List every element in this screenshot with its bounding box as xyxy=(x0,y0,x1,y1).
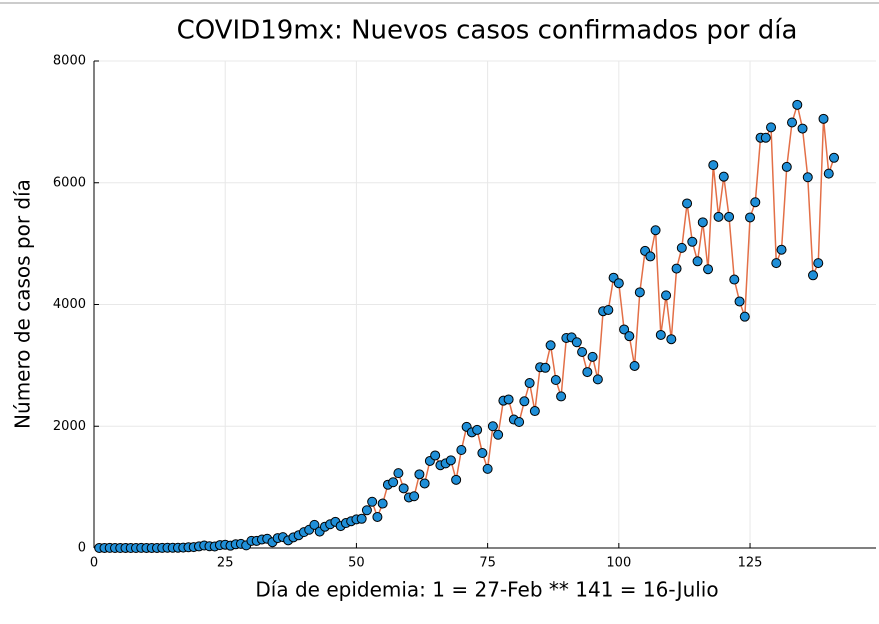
data-point xyxy=(503,394,514,405)
data-point xyxy=(739,311,750,322)
data-point xyxy=(430,450,441,461)
data-point xyxy=(661,290,672,301)
data-point xyxy=(671,263,682,274)
data-point xyxy=(582,367,593,378)
x-tick-label: 0 xyxy=(90,556,98,571)
data-point xyxy=(487,421,498,432)
data-point xyxy=(760,132,771,143)
data-point xyxy=(519,396,530,407)
x-tick-label: 125 xyxy=(738,556,763,571)
data-point xyxy=(750,197,761,208)
data-line xyxy=(99,101,835,549)
data-point xyxy=(587,351,598,362)
data-point xyxy=(797,123,808,134)
data-point xyxy=(592,374,603,385)
data-point xyxy=(703,264,714,275)
data-point xyxy=(829,152,840,163)
data-point xyxy=(692,256,703,267)
x-tick-label: 75 xyxy=(479,556,496,571)
data-point xyxy=(540,362,551,373)
data-point xyxy=(724,211,735,222)
x-axis-label: Día de epidemia: 1 = 27-Feb ** 141 = 16-… xyxy=(255,578,718,602)
data-point xyxy=(414,469,425,480)
data-point xyxy=(545,340,556,351)
y-tick-label: 6000 xyxy=(53,175,86,190)
data-point xyxy=(409,491,420,502)
data-point xyxy=(398,483,409,494)
data-point xyxy=(393,468,404,479)
data-point xyxy=(745,212,756,223)
x-tick-label: 50 xyxy=(348,556,365,571)
data-point xyxy=(356,513,367,524)
data-point xyxy=(655,329,666,340)
data-point xyxy=(666,334,677,345)
data-point xyxy=(813,258,824,269)
data-point xyxy=(388,477,399,488)
data-point xyxy=(823,168,834,179)
y-axis-label: Número de casos por día xyxy=(11,179,35,429)
data-point xyxy=(687,236,698,247)
data-point xyxy=(787,117,798,128)
data-point xyxy=(613,278,624,289)
data-point xyxy=(309,519,320,530)
data-point xyxy=(556,391,567,402)
data-point xyxy=(493,429,504,440)
data-point xyxy=(776,244,787,255)
data-point xyxy=(808,270,819,281)
data-point xyxy=(361,505,372,516)
data-point xyxy=(624,331,635,342)
y-tick-label: 8000 xyxy=(53,54,86,69)
y-tick-label: 0 xyxy=(78,541,86,556)
data-point xyxy=(445,455,456,466)
x-tick-label: 25 xyxy=(217,556,234,571)
data-point xyxy=(571,337,582,348)
data-point xyxy=(603,304,614,315)
data-point xyxy=(697,217,708,228)
data-point xyxy=(619,324,630,335)
data-point xyxy=(472,424,483,435)
data-point xyxy=(766,122,777,133)
data-point xyxy=(650,225,661,236)
y-tick-label: 2000 xyxy=(53,419,86,434)
y-tick-label: 4000 xyxy=(53,297,86,312)
data-point xyxy=(529,406,540,417)
data-point xyxy=(477,448,488,459)
data-point xyxy=(451,474,462,485)
data-point xyxy=(713,211,724,222)
data-point xyxy=(514,416,525,427)
data-point xyxy=(482,463,493,474)
x-tick-label: 100 xyxy=(606,556,631,571)
data-point xyxy=(634,287,645,298)
data-point xyxy=(676,242,687,253)
data-point xyxy=(372,511,383,522)
data-point xyxy=(718,171,729,182)
data-point xyxy=(792,99,803,110)
data-point xyxy=(367,496,378,507)
data-point xyxy=(734,296,745,307)
data-point xyxy=(802,172,813,183)
data-point xyxy=(524,378,535,389)
data-point xyxy=(682,198,693,209)
data-point xyxy=(550,374,561,385)
data-point xyxy=(419,478,430,489)
data-point xyxy=(771,258,782,269)
data-point xyxy=(377,498,388,509)
data-point xyxy=(781,161,792,172)
data-point xyxy=(629,360,640,371)
data-point xyxy=(577,346,588,357)
chart-title: COVID19mx: Nuevos casos confirmados por … xyxy=(177,16,798,46)
data-point xyxy=(456,444,467,455)
data-point xyxy=(708,160,719,171)
data-point xyxy=(729,274,740,285)
data-point xyxy=(818,113,829,124)
data-point xyxy=(645,251,656,262)
